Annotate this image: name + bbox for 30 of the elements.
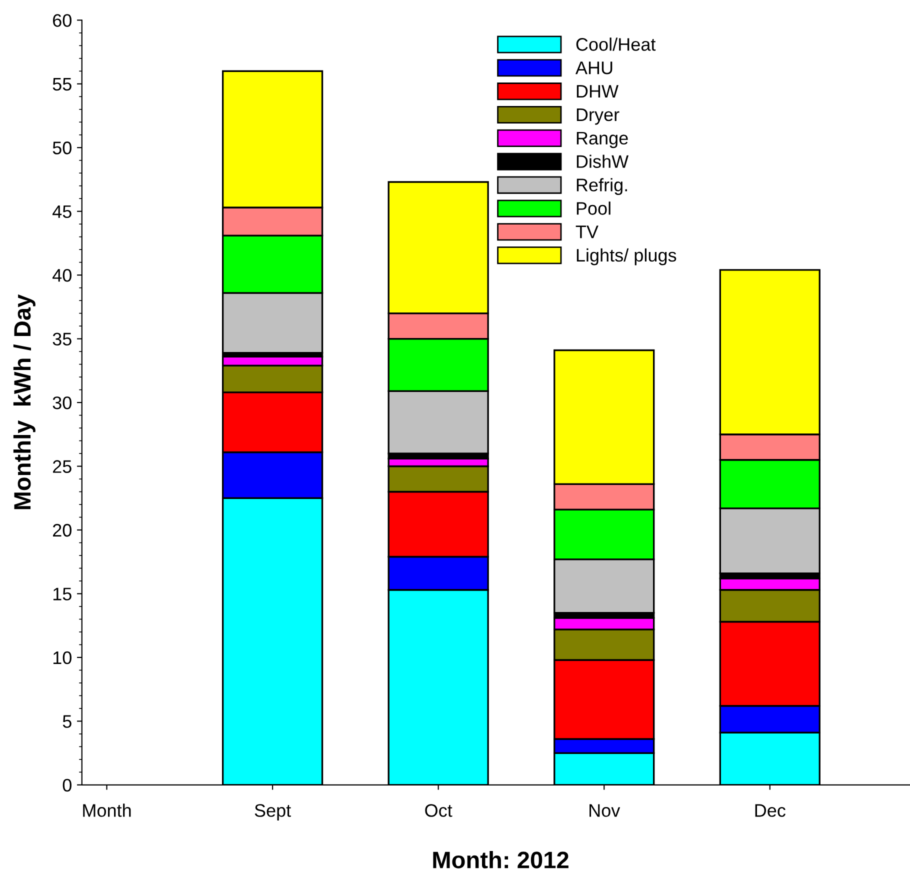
y-tick-label: 40 <box>52 269 72 282</box>
legend-label: TV <box>576 226 598 238</box>
legend-label: DHW <box>576 85 618 98</box>
y-tick-label: 20 <box>53 524 72 537</box>
y-axis-title: Monthly kWh / Day <box>13 294 36 510</box>
legend-label: DishW <box>576 154 629 168</box>
legend-label: Refrig. <box>576 178 627 195</box>
legend-label: AHU <box>575 62 612 74</box>
y-tick-label: 5 <box>62 715 72 728</box>
y-tick-label: 60 <box>53 14 72 27</box>
y-tick-label: 50 <box>52 142 72 154</box>
y-tick-label: 25 <box>53 460 72 473</box>
y-tick-label: 45 <box>52 205 72 218</box>
y-tick-label: 15 <box>53 588 72 600</box>
x-tick-label: Dec <box>755 804 786 817</box>
y-tick-label: 55 <box>52 78 72 91</box>
legend-label: Range <box>576 132 628 148</box>
x-tick-label: Month <box>83 804 131 817</box>
x-tick-label: Sept <box>254 804 291 820</box>
x-axis-title: Month: 2012 <box>433 851 568 868</box>
y-tick-label: 10 <box>53 651 72 664</box>
legend-label: Dryer <box>576 108 620 125</box>
legend-label: Lights/ plugs <box>576 248 676 266</box>
legend-label: Cool/Heat <box>576 38 656 51</box>
y-tick-label: 35 <box>52 332 72 346</box>
y-tick-label: 0 <box>62 778 72 792</box>
legend-label: Pool <box>576 202 610 215</box>
x-tick-label: Nov <box>590 804 620 817</box>
y-tick-label: 30 <box>52 396 72 410</box>
x-tick-label: Oct <box>425 804 452 817</box>
